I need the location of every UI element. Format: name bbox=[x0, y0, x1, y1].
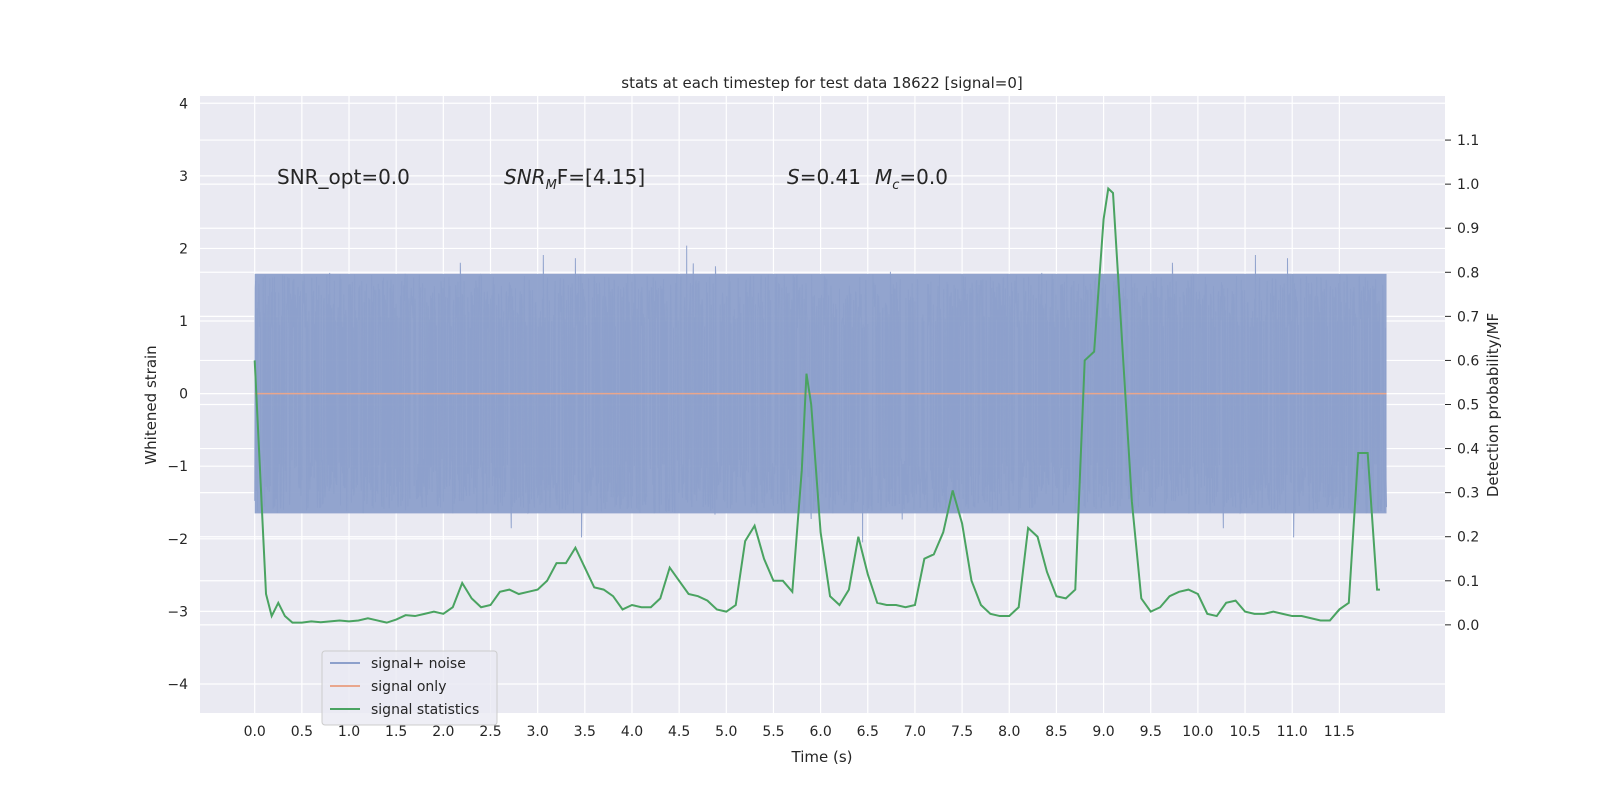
x-tick-label: 2.5 bbox=[479, 724, 501, 740]
y2-tick-label: 0.9 bbox=[1457, 221, 1479, 237]
x-tick-label: 6.0 bbox=[809, 724, 831, 740]
y2-tick-label: 0.4 bbox=[1457, 442, 1479, 458]
chart-title: stats at each timestep for test data 186… bbox=[621, 74, 1022, 92]
y2-tick-label: 0.8 bbox=[1457, 265, 1479, 281]
x-tick-label: 7.0 bbox=[904, 724, 926, 740]
x-tick-label: 11.0 bbox=[1277, 724, 1308, 740]
annotation-snr-opt: SNR_opt=0.0 bbox=[277, 165, 410, 189]
y-tick-label: 0 bbox=[179, 387, 188, 403]
y-tick-label: −4 bbox=[167, 677, 188, 693]
x-tick-label: 1.5 bbox=[385, 724, 407, 740]
y-tick-label: 1 bbox=[179, 314, 188, 330]
y-tick-label: 3 bbox=[179, 169, 188, 185]
y2-tick-label: 0.3 bbox=[1457, 486, 1479, 502]
x-tick-label: 7.5 bbox=[951, 724, 973, 740]
x-tick-label: 8.5 bbox=[1045, 724, 1067, 740]
legend-box bbox=[321, 650, 498, 726]
x-tick-label: 9.0 bbox=[1092, 724, 1114, 740]
y-tick-label: 2 bbox=[179, 241, 188, 257]
y2-tick-label: 0.7 bbox=[1457, 309, 1479, 325]
x-tick-label: 4.5 bbox=[668, 724, 690, 740]
y-tick-label: −2 bbox=[167, 532, 188, 548]
series-signal-statistics bbox=[253, 186, 1380, 624]
x-tick-label: 5.5 bbox=[762, 724, 784, 740]
y2-tick-label: 1.1 bbox=[1457, 133, 1479, 149]
legend-label-signal-statistics: signal statistics bbox=[371, 702, 479, 718]
x-tick-label: 6.5 bbox=[857, 724, 879, 740]
x-tick-label: 9.5 bbox=[1140, 724, 1162, 740]
x-tick-label: 3.0 bbox=[527, 724, 549, 740]
x-tick-label: 11.5 bbox=[1324, 724, 1355, 740]
x-tick-label: 1.0 bbox=[338, 724, 360, 740]
x-tick-label: 5.0 bbox=[715, 724, 737, 740]
x-tick-label: 8.0 bbox=[998, 724, 1020, 740]
x-axis-title: Time (s) bbox=[791, 748, 853, 766]
annotation-stats: S=0.41 Mc=0.0 bbox=[787, 165, 948, 193]
legend: signal+ noise signal only signal statist… bbox=[321, 650, 498, 726]
y2-tick-label: 0.6 bbox=[1457, 353, 1479, 369]
x-tick-label: 0.5 bbox=[291, 724, 313, 740]
x-tick-label: 4.0 bbox=[621, 724, 643, 740]
y2-tick-label: 0.2 bbox=[1457, 530, 1479, 546]
y2-tick-labels: 0.0 0.1 0.2 0.3 0.4 0.5 0.6 0.7 0.8 0.9 1.0 1.1 bbox=[1445, 133, 1479, 634]
noise-trace bbox=[254, 245, 1388, 543]
y-tick-label: 4 bbox=[179, 96, 188, 112]
y2-axis-title: Detection probability/MF bbox=[1484, 313, 1502, 497]
x-tick-label: 0.0 bbox=[244, 724, 266, 740]
annotation-snr-mf: SNRMF=[4.15] bbox=[504, 165, 645, 193]
x-tick-label: 10.5 bbox=[1229, 724, 1260, 740]
y2-tick-label: 0.5 bbox=[1457, 398, 1479, 414]
x-tick-label: 10.0 bbox=[1182, 724, 1213, 740]
x-tick-labels: 0.0 0.5 1.0 1.5 2.0 2.5 3.0 3.5 4.0 4.5 5.0 5.5 6.0 6… bbox=[244, 724, 1355, 740]
legend-label-signal-only: signal only bbox=[371, 679, 446, 695]
legend-label-signal-plus-noise: signal+ noise bbox=[371, 656, 466, 672]
x-tick-label: 2.0 bbox=[432, 724, 454, 740]
y-axis-title: Whitened strain bbox=[142, 345, 160, 464]
y-tick-label: −3 bbox=[167, 604, 188, 620]
y-tick-labels: −4 −3 −2 −1 0 1 2 3 4 bbox=[167, 96, 188, 693]
y2-tick-label: 0.1 bbox=[1457, 574, 1479, 590]
y-tick-label: −1 bbox=[167, 459, 188, 475]
y2-tick-label: 0.0 bbox=[1457, 618, 1479, 634]
x-tick-label: 3.5 bbox=[574, 724, 596, 740]
y2-tick-label: 1.0 bbox=[1457, 177, 1479, 193]
